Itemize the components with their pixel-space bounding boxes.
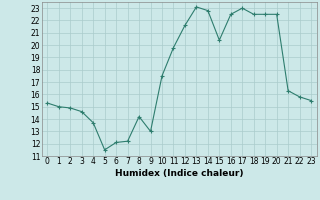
X-axis label: Humidex (Indice chaleur): Humidex (Indice chaleur) — [115, 169, 244, 178]
